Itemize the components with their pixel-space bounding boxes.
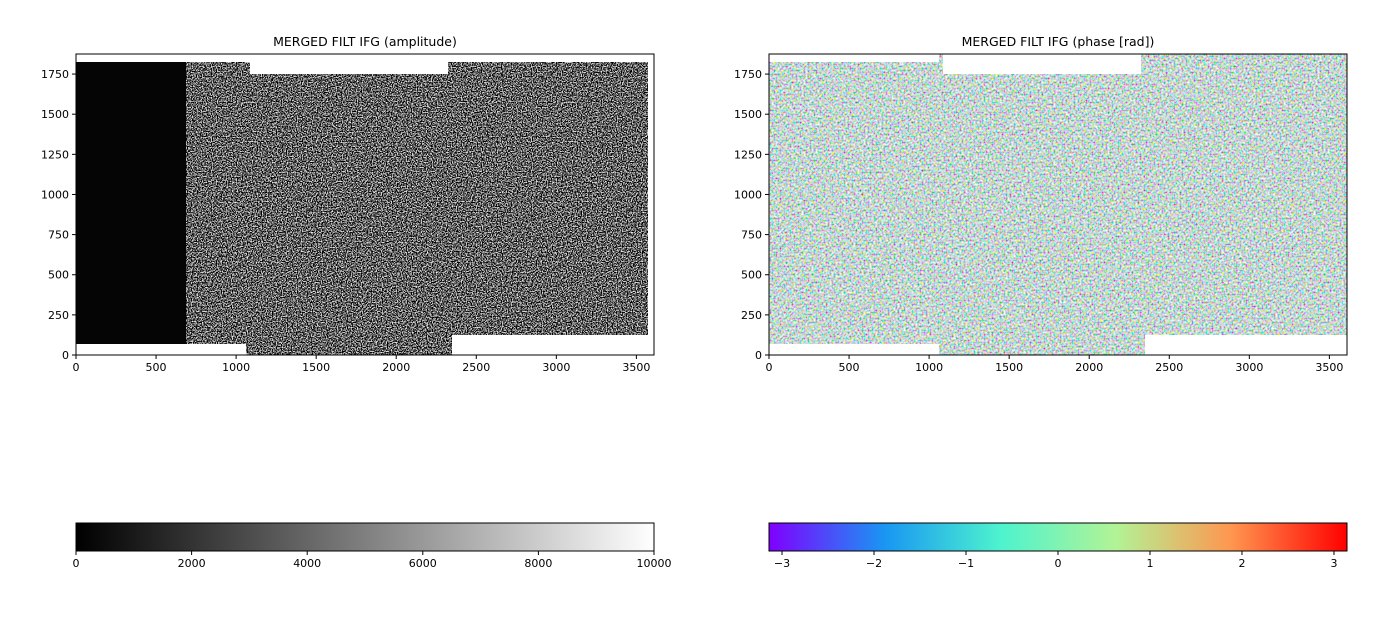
colorbar-tick-label: 6000 xyxy=(409,557,437,570)
colorbar-tick-label: −1 xyxy=(958,557,974,570)
y-tick-label: 1000 xyxy=(41,188,69,201)
y-tick-label: 250 xyxy=(48,309,69,322)
axes-frame xyxy=(768,53,1348,356)
y-tick-label: 1500 xyxy=(41,108,69,121)
y-tick-label: 1750 xyxy=(734,68,762,81)
x-tick-label: 500 xyxy=(146,361,167,374)
colorbar-tick-label: −3 xyxy=(774,557,790,570)
x-tick-label: 2500 xyxy=(462,361,490,374)
x-tick-label: 500 xyxy=(839,361,860,374)
y-tick-label: 0 xyxy=(62,349,69,362)
y-tick-label: 0 xyxy=(755,349,762,362)
y-tick-label: 1250 xyxy=(734,148,762,161)
y-tick-label: 250 xyxy=(741,309,762,322)
colorbar-tick-label: 3 xyxy=(1330,557,1337,570)
no-data xyxy=(648,54,654,335)
colorbar-tick-label: 0 xyxy=(1055,557,1062,570)
x-tick-label: 0 xyxy=(73,361,80,374)
colorbar xyxy=(75,522,655,552)
x-tick-label: 1500 xyxy=(302,361,330,374)
no-data xyxy=(76,344,246,355)
x-tick-label: 2500 xyxy=(1155,361,1183,374)
colorbar xyxy=(768,522,1348,552)
y-tick-label: 1000 xyxy=(734,188,762,201)
no-data xyxy=(1145,335,1347,355)
colorbar-tick-label: 4000 xyxy=(293,557,321,570)
no-data xyxy=(769,54,939,62)
sea-region xyxy=(76,62,186,344)
axes-frame xyxy=(75,53,655,356)
x-tick-label: 3500 xyxy=(622,361,650,374)
y-tick-label: 500 xyxy=(741,269,762,282)
chart-title: MERGED FILT IFG (amplitude) xyxy=(273,34,457,49)
x-tick-label: 2000 xyxy=(382,361,410,374)
colorbar-tick-label: 0 xyxy=(73,557,80,570)
chart-title: MERGED FILT IFG (phase [rad]) xyxy=(962,34,1155,49)
y-tick-label: 1750 xyxy=(41,68,69,81)
no-data xyxy=(250,54,448,74)
colorbar-tick-label: 10000 xyxy=(637,557,672,570)
no-data xyxy=(452,335,654,355)
colorbar-tick-label: 8000 xyxy=(524,557,552,570)
x-tick-label: 1000 xyxy=(915,361,943,374)
y-tick-label: 750 xyxy=(741,229,762,242)
y-tick-label: 500 xyxy=(48,269,69,282)
phase-image xyxy=(769,54,1347,355)
x-tick-label: 1000 xyxy=(222,361,250,374)
image-layer xyxy=(76,54,1347,355)
x-tick-label: 0 xyxy=(766,361,773,374)
no-data xyxy=(769,344,939,355)
colorbar-tick-label: 2000 xyxy=(178,557,206,570)
colorbar-tick-label: 1 xyxy=(1146,557,1153,570)
y-tick-label: 1500 xyxy=(734,108,762,121)
x-tick-label: 3000 xyxy=(542,361,570,374)
y-tick-label: 750 xyxy=(48,229,69,242)
x-tick-label: 3500 xyxy=(1315,361,1343,374)
x-tick-label: 2000 xyxy=(1075,361,1103,374)
colorbar-tick-label: 2 xyxy=(1238,557,1245,570)
no-data xyxy=(943,54,1141,74)
y-tick-label: 1250 xyxy=(41,148,69,161)
x-tick-label: 1500 xyxy=(995,361,1023,374)
colorbar-tick-label: −2 xyxy=(866,557,882,570)
x-tick-label: 3000 xyxy=(1235,361,1263,374)
